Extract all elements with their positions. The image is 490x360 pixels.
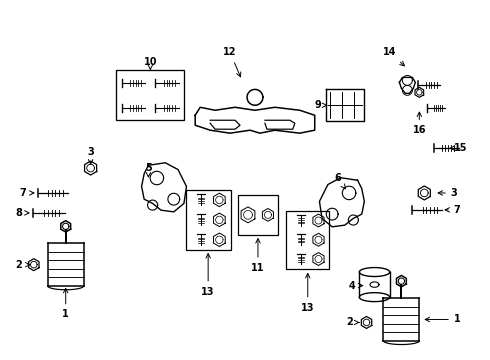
Text: 8: 8 — [16, 208, 29, 218]
Text: 1: 1 — [425, 314, 461, 324]
Text: 13: 13 — [301, 274, 315, 312]
Text: 6: 6 — [334, 173, 345, 189]
Text: 13: 13 — [201, 253, 215, 297]
Text: 11: 11 — [251, 239, 265, 273]
Text: 15: 15 — [450, 143, 468, 153]
Text: 16: 16 — [413, 112, 426, 135]
Text: 3: 3 — [87, 147, 94, 164]
Text: 2: 2 — [346, 318, 359, 328]
Text: 3: 3 — [438, 188, 458, 198]
Text: 10: 10 — [144, 58, 157, 70]
Bar — [117, 71, 184, 120]
Bar — [286, 211, 329, 269]
Text: 14: 14 — [383, 48, 404, 66]
Text: 5: 5 — [145, 163, 152, 177]
Text: 9: 9 — [315, 100, 327, 110]
Text: 12: 12 — [223, 48, 241, 77]
Text: 7: 7 — [20, 188, 34, 198]
Bar — [186, 190, 231, 250]
Text: 7: 7 — [445, 205, 461, 215]
Text: 2: 2 — [16, 260, 30, 270]
Text: 4: 4 — [348, 280, 363, 291]
Text: 1: 1 — [62, 288, 69, 319]
Bar — [238, 195, 278, 235]
